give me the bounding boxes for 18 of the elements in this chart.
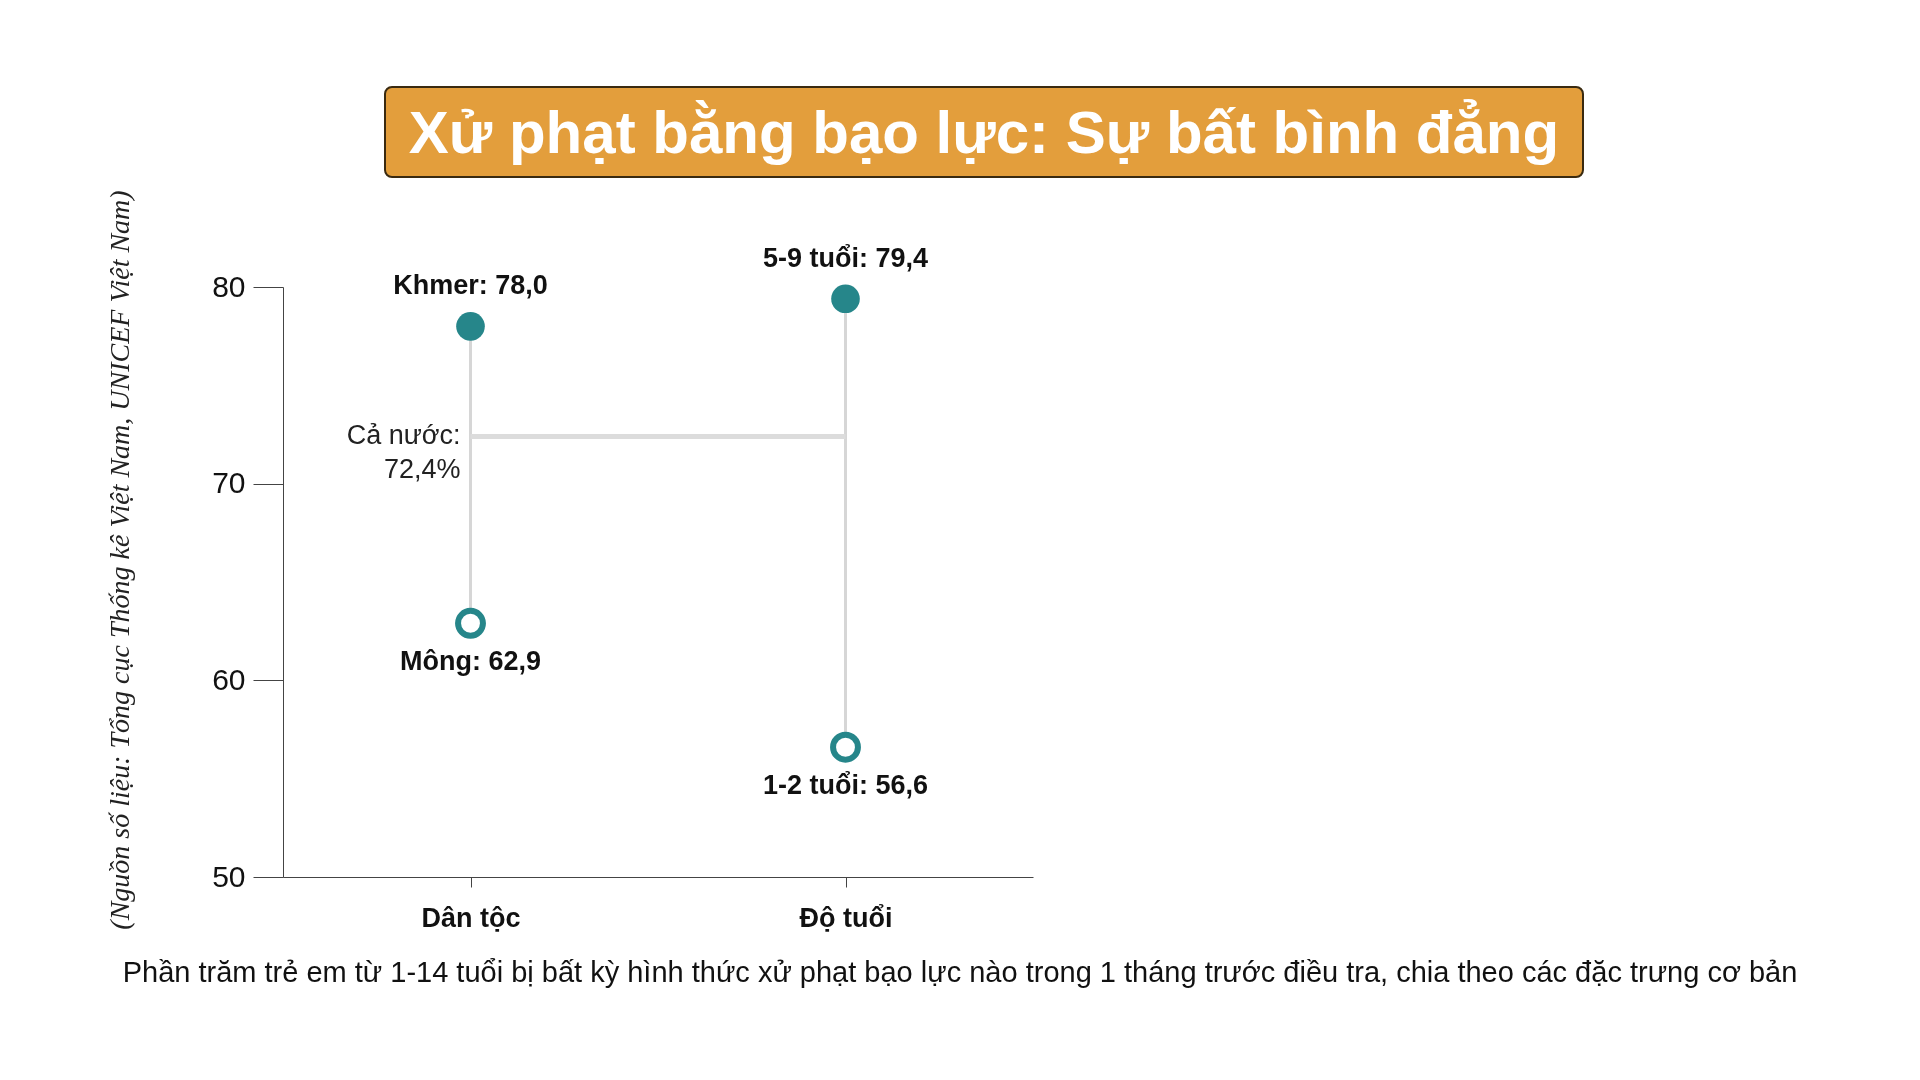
point xyxy=(830,731,861,763)
point xyxy=(455,607,486,639)
point xyxy=(831,284,860,314)
x-tick-label: Dân tộc xyxy=(421,902,521,933)
data-label: 5-9 tuổi: 79,4 xyxy=(762,242,929,273)
text: (Nguồn số liệu: Tổng cục Thống kê Việt Nam, UNICEF Việt Nam) xyxy=(104,190,136,930)
data-label: Mông: 62,9 xyxy=(399,646,542,677)
y-tick-label: 60 xyxy=(212,662,246,696)
text: Phần trăm trẻ em từ 1-14 tuổi bị bất kỳ hình thức xử phạt bạo lực nào trong 1 tháng trước điều tra, chia theo các đặc trưng cơ bản xyxy=(121,956,1799,989)
y-tick-label: 70 xyxy=(212,466,246,500)
y-tick-label: 80 xyxy=(212,269,246,303)
y-tick-label: 50 xyxy=(212,859,246,893)
chart-title: Xử phạt bằng bạo lực: Sự bất bình đẳng xyxy=(384,86,1584,178)
point xyxy=(456,312,485,341)
data-label: Khmer: 78,0 xyxy=(393,270,548,301)
ref-line-label: Cả nước: 72,4% xyxy=(346,420,461,485)
data-label: 1-2 tuổi: 56,6 xyxy=(762,770,929,801)
x-tick-label: Độ tuổi xyxy=(799,902,893,933)
